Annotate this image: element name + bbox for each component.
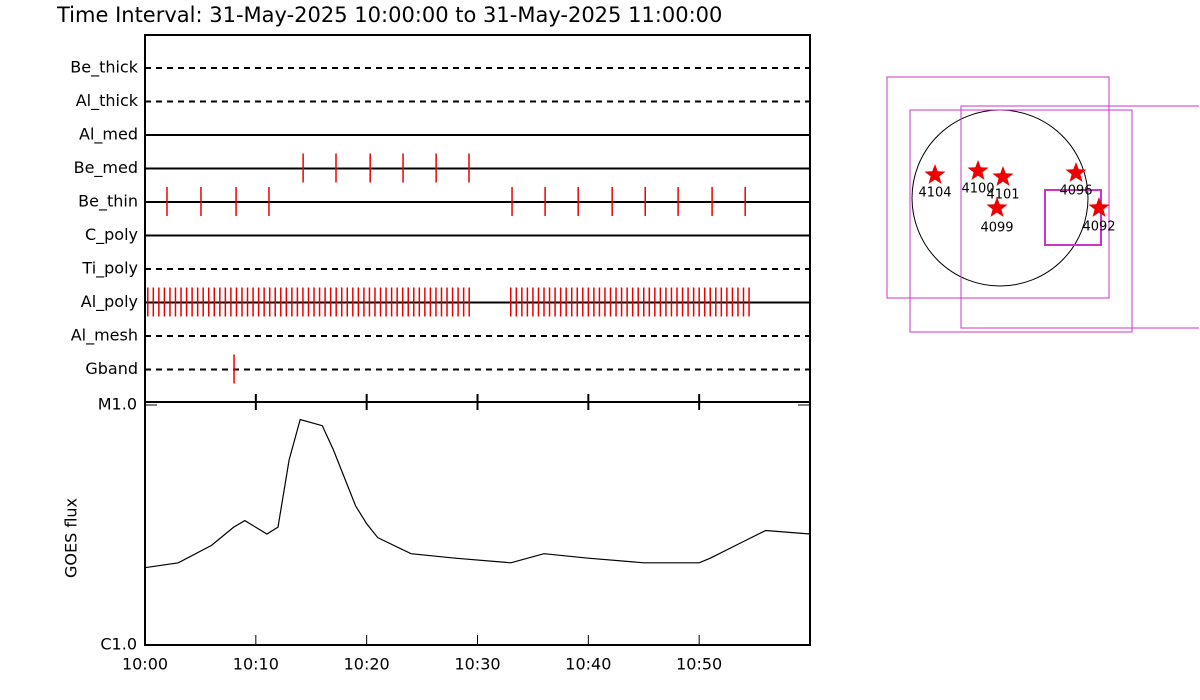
y-tick-label: M1.0: [98, 395, 137, 414]
filter-label: Be_med: [74, 158, 138, 178]
region-label: 4104: [918, 186, 951, 201]
x-tick-label: 10:30: [454, 655, 500, 674]
region-star: [967, 160, 989, 180]
region-star: [1088, 197, 1110, 217]
region-label: 4099: [980, 221, 1013, 236]
region-star: [992, 166, 1014, 186]
goes-curve: [144, 418, 811, 569]
x-tick-label: 10:40: [565, 655, 611, 674]
filter-label: Be_thin: [78, 192, 138, 212]
filter-label: Al_poly: [81, 292, 138, 312]
plot-frame: [144, 34, 811, 646]
x-tick-label: 10:00: [122, 655, 168, 674]
filter-label: Al_mesh: [71, 326, 138, 346]
x-tick-label: 10:20: [344, 655, 390, 674]
filter-label: Al_med: [79, 125, 138, 145]
y-tick-label: C1.0: [100, 635, 137, 654]
y-axis-label: GOES flux: [62, 498, 81, 578]
region-star: [986, 197, 1008, 217]
fov-box: [886, 76, 1110, 299]
title: Time Interval: 31-May-2025 10:00:00 to 3…: [56, 3, 722, 27]
region-label: 4096: [1059, 184, 1092, 199]
x-tick-label: 10:50: [676, 655, 722, 674]
region-label: 4100: [961, 182, 994, 197]
fov-box: [1044, 189, 1102, 246]
region-label: 4092: [1082, 220, 1115, 235]
filter-label: Al_thick: [76, 91, 139, 111]
region-star: [1065, 162, 1087, 182]
filter-label: Gband: [85, 359, 138, 378]
region-star: [924, 164, 946, 184]
filter-label: Be_thick: [70, 58, 138, 78]
filter-label: Ti_poly: [81, 259, 138, 279]
fov-box: [960, 105, 1199, 329]
filter-label: C_poly: [85, 225, 138, 245]
x-tick-label: 10:10: [233, 655, 279, 674]
fov-box: [909, 109, 1133, 333]
region-label: 4101: [986, 188, 1019, 203]
